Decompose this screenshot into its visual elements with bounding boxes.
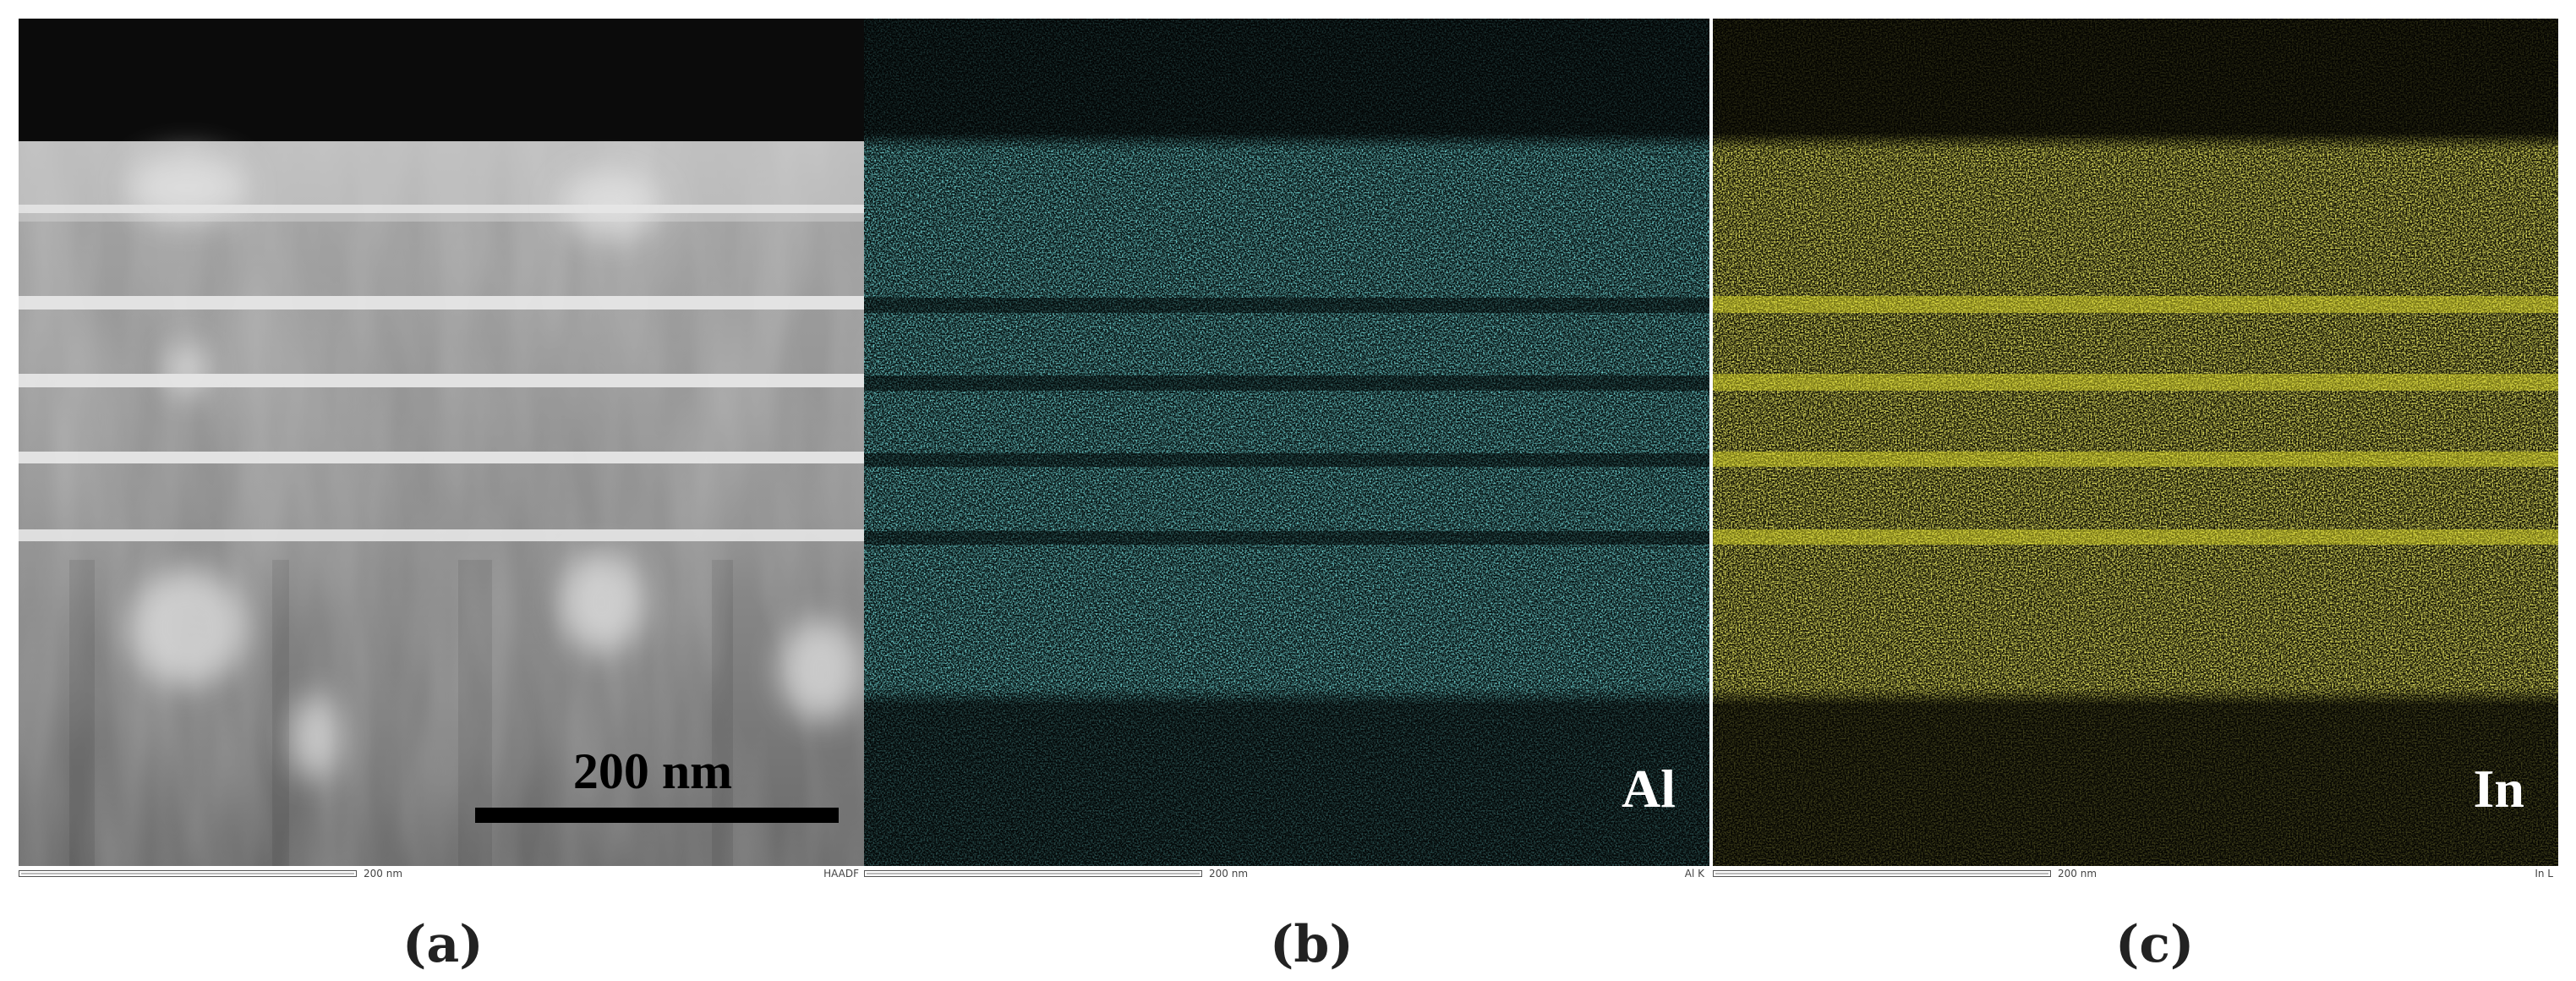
strip-scale-label: 200 nm [2058, 868, 2097, 880]
panel-caption: (a) [402, 915, 484, 974]
scale-bar-label: 200 nm [572, 743, 733, 799]
strip-signal-label: Al K [1684, 868, 1704, 880]
element-label: In [2473, 759, 2525, 819]
strip-signal-label: In L [2535, 868, 2553, 880]
info-strip: 200 nm In L [1713, 868, 2558, 881]
panel-caption: (c) [2115, 915, 2195, 974]
haadf-image-panel: 200 nm [19, 19, 864, 866]
al-map-panel: Al [864, 19, 1709, 866]
strip-scale-label: 200 nm [1209, 868, 1249, 880]
strip-scale-bar [19, 870, 357, 877]
strip-scale-bar [1713, 870, 2051, 877]
haadf-image [19, 19, 864, 866]
info-strip: 200 nm HAADF [19, 868, 864, 881]
in-eds-map [1713, 19, 2558, 866]
strip-scale-bar [864, 870, 1202, 877]
al-eds-map [864, 19, 1709, 866]
element-label: Al [1622, 759, 1676, 819]
strip-scale-label: 200 nm [364, 868, 403, 880]
in-map-panel: In [1713, 19, 2558, 866]
strip-signal-label: HAADF [823, 868, 859, 880]
scale-bar [475, 808, 839, 823]
info-strip: 200 nm Al K [864, 868, 1709, 881]
panel-caption: (b) [1270, 915, 1354, 974]
